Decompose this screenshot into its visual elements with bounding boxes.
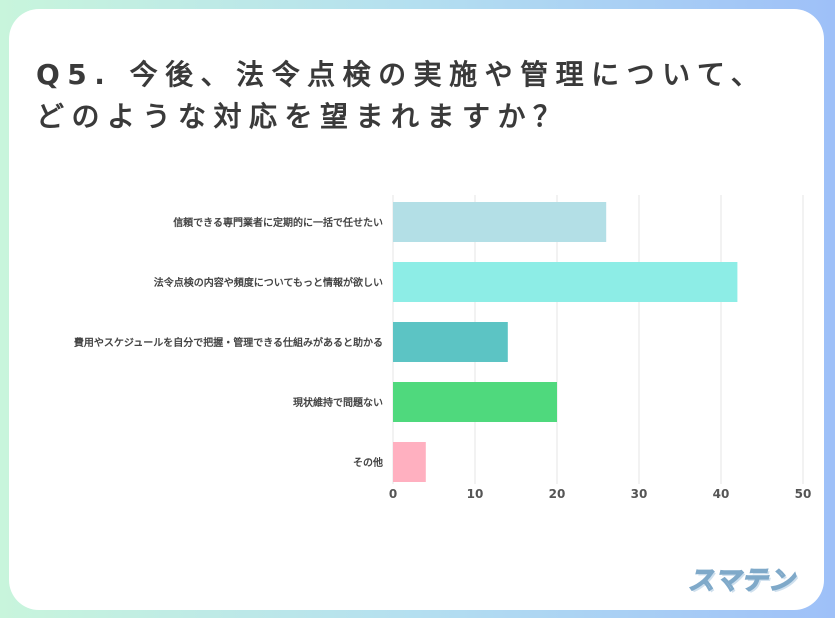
x-tick-labels: 0 10 20 30 40 50	[389, 487, 812, 501]
title-line-1: Q5. 今後、法令点検の実施や管理について、	[36, 58, 767, 91]
brand-logo: スマテン	[687, 565, 796, 597]
card-panel	[9, 9, 824, 610]
category-label: 法令点検の内容や頻度についてもっと情報が欲しい	[154, 276, 383, 289]
x-tick-label: 40	[713, 487, 730, 501]
category-label: 費用やスケジュールを自分で把握・管理できる仕組みがあると助かる	[74, 336, 383, 349]
category-labels: 信頼できる専門業者に定期的に一括で任せたい法令点検の内容や頻度についてもっと情報…	[74, 216, 383, 469]
x-tick-label: 50	[795, 487, 812, 501]
x-tick-label: 30	[631, 487, 648, 501]
x-tick-label: 10	[467, 487, 484, 501]
bar-1	[393, 202, 607, 242]
bar-5	[393, 442, 426, 482]
x-tick-label: 20	[549, 487, 566, 501]
chart-title: Q5. 今後、法令点検の実施や管理について、 どのような対応を望まれますか？	[36, 54, 806, 138]
bar-2	[393, 262, 738, 302]
title-line-2: どのような対応を望まれますか？	[36, 100, 569, 133]
bar-4	[393, 382, 557, 422]
category-label: 現状維持で問題ない	[293, 396, 383, 409]
bar-3	[393, 322, 508, 362]
grid-layer	[392, 195, 804, 484]
category-label: その他	[353, 456, 383, 469]
category-label: 信頼できる専門業者に定期的に一括で任せたい	[173, 216, 383, 229]
x-tick-label: 0	[389, 487, 397, 501]
bar-layer	[393, 202, 738, 482]
